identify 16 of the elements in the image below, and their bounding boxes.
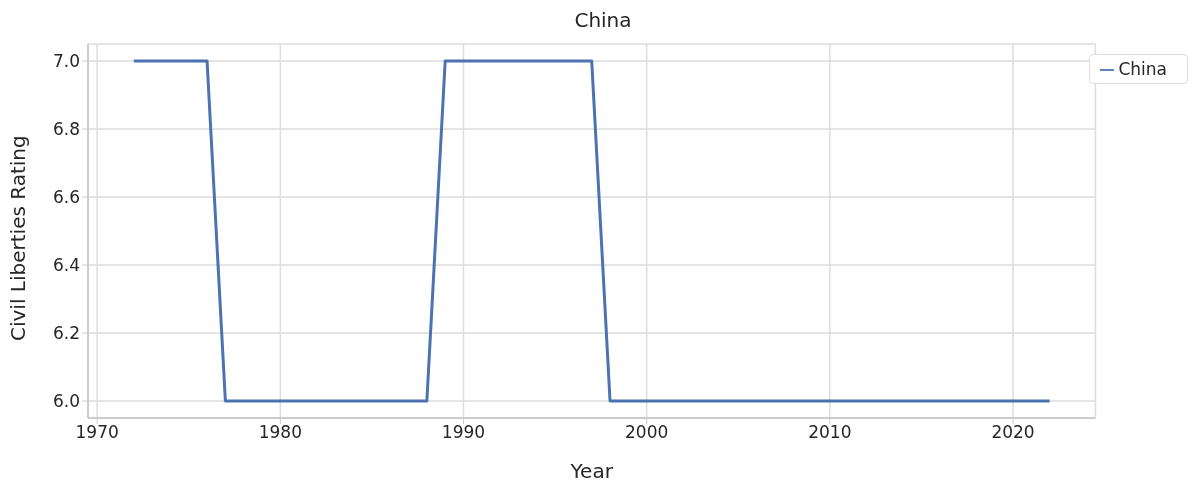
x-tick-label: 2020: [991, 422, 1035, 443]
x-tick-label: 2010: [808, 422, 852, 443]
y-tick-label: 7.0: [52, 51, 80, 72]
y-tick-label: 6.0: [52, 391, 80, 412]
x-tick-label: 1990: [441, 422, 486, 443]
x-tick-label: 1980: [258, 422, 302, 443]
y-tick-label: 6.2: [52, 323, 80, 344]
chart-title: China: [573, 8, 633, 34]
x-axis-title: Year: [569, 459, 614, 483]
x-tick-label: 2000: [625, 422, 669, 443]
y-tick-label: 6.8: [52, 119, 80, 140]
y-tick-label: 6.6: [52, 187, 80, 208]
y-tick-label: 6.4: [52, 255, 80, 276]
x-tick-label: 1970: [75, 422, 119, 443]
legend-label: China: [1118, 59, 1167, 79]
y-axis-title: Civil Liberties Rating: [6, 135, 31, 341]
